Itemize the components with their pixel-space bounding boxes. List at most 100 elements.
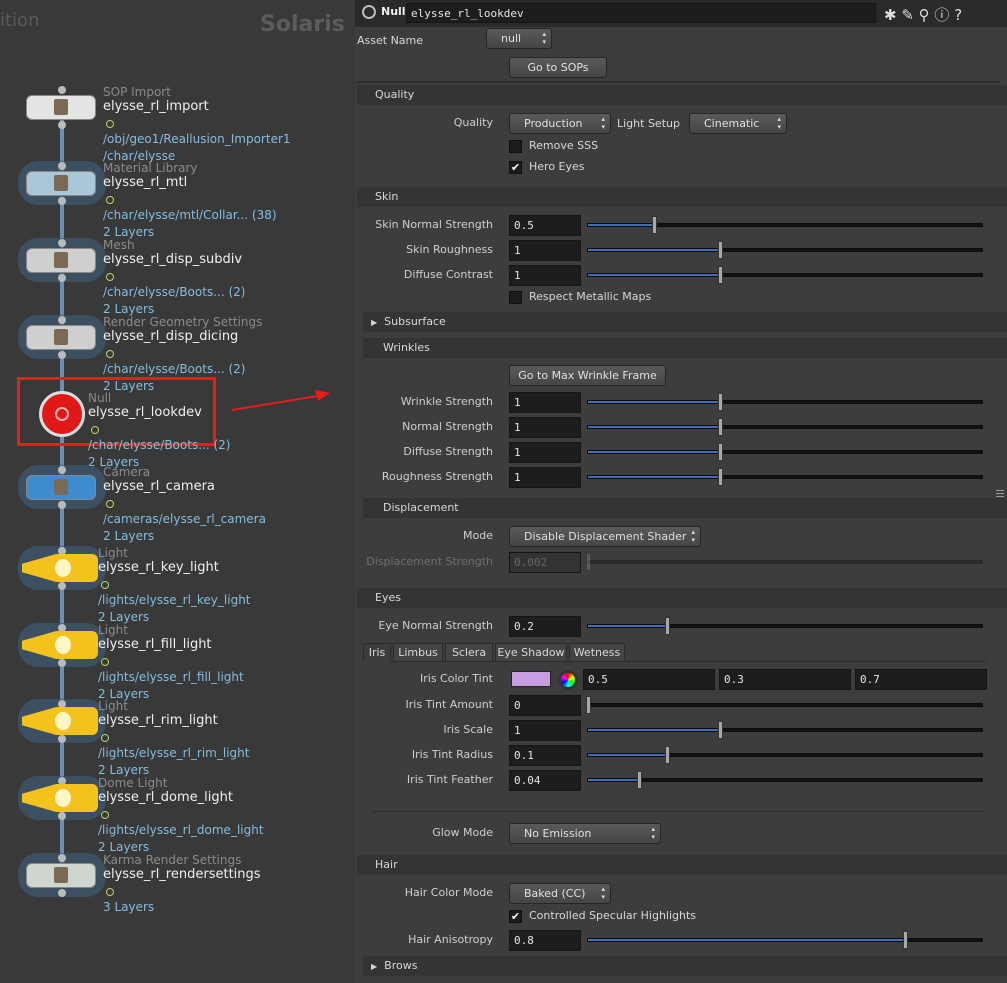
value-field[interactable]: 1: [509, 442, 581, 463]
slider-handle[interactable]: [717, 418, 723, 436]
slider-handle[interactable]: [717, 721, 723, 739]
slider-fill: [588, 249, 720, 251]
tab-underline: [391, 661, 986, 662]
value-field[interactable]: 0.8: [509, 930, 581, 951]
button[interactable]: Go to Max Wrinkle Frame: [509, 365, 666, 386]
node-name[interactable]: elysse_rl_disp_subdiv: [103, 252, 243, 267]
value-field[interactable]: 0.5: [509, 215, 581, 236]
slider-handle[interactable]: [717, 468, 723, 486]
section-header[interactable]: Subsurface: [363, 312, 1007, 332]
slider-track[interactable]: [587, 273, 983, 277]
value-field[interactable]: 1: [509, 240, 581, 261]
color-swatch[interactable]: [511, 671, 551, 687]
button[interactable]: Go to SOPs: [509, 57, 607, 78]
node-name[interactable]: elysse_rl_rendersettings: [103, 867, 261, 882]
node-name[interactable]: elysse_rl_rim_light: [98, 713, 218, 728]
menu[interactable]: null: [486, 28, 552, 49]
node-name-field[interactable]: elysse_rl_lookdev: [406, 3, 876, 23]
section-header[interactable]: Brows: [363, 956, 1007, 976]
connector-dot: [58, 274, 66, 282]
checkbox[interactable]: ✔: [509, 910, 522, 923]
value-field[interactable]: 0.5: [583, 669, 715, 690]
value-field[interactable]: 1: [509, 720, 581, 741]
slider-handle[interactable]: [717, 241, 723, 259]
param-label: Quality: [453, 116, 493, 129]
arrow-line: [231, 395, 319, 411]
checkbox[interactable]: ✔: [509, 161, 522, 174]
slider-handle[interactable]: [717, 443, 723, 461]
connector-dot: [58, 162, 66, 170]
slider-track[interactable]: [587, 400, 983, 404]
node-info: 2 Layers: [103, 379, 155, 393]
slider-handle[interactable]: [665, 617, 671, 635]
slider-handle[interactable]: [652, 216, 658, 234]
slider-fill: [588, 274, 720, 276]
slider-track[interactable]: [587, 425, 983, 429]
node-name[interactable]: elysse_rl_import: [103, 99, 209, 114]
tab[interactable]: Eye Shadow: [495, 643, 567, 662]
arrow-head: [315, 390, 330, 401]
slider-track[interactable]: [587, 223, 983, 227]
slider-track[interactable]: [587, 450, 983, 454]
value-field[interactable]: 1: [509, 417, 581, 438]
slider-handle[interactable]: [586, 696, 591, 714]
value-field[interactable]: 0.3: [719, 669, 851, 690]
value-field[interactable]: 1: [509, 467, 581, 488]
slider-track[interactable]: [587, 778, 983, 782]
tab[interactable]: Wetness: [569, 643, 625, 662]
node-name[interactable]: elysse_rl_camera: [103, 479, 215, 494]
slider-handle[interactable]: [717, 266, 723, 284]
node-info: 2 Layers: [103, 225, 155, 239]
tab[interactable]: Sclera: [445, 643, 493, 662]
node-name[interactable]: elysse_rl_key_light: [98, 560, 219, 575]
slider-fill: [588, 939, 905, 941]
slider-track[interactable]: [587, 753, 983, 757]
gear-icon[interactable]: [362, 5, 376, 19]
slider-handle: [586, 553, 591, 571]
param-label: Wrinkle Strength: [400, 395, 493, 408]
value-field[interactable]: 0.2: [509, 616, 581, 637]
node-name[interactable]: elysse_rl_disp_dicing: [103, 329, 239, 344]
slider-track[interactable]: [587, 248, 983, 252]
checkbox-label: Hero Eyes: [529, 160, 585, 173]
color-wheel[interactable]: [558, 670, 578, 690]
node-name[interactable]: elysse_rl_mtl: [103, 175, 188, 190]
tab[interactable]: Limbus: [393, 643, 443, 662]
node-info: 2 Layers: [98, 610, 150, 624]
section-header: Displacement: [363, 498, 1007, 518]
slider-track[interactable]: [587, 728, 983, 732]
checkbox-label: Controlled Specular Highlights: [529, 909, 697, 922]
tab[interactable]: Iris: [363, 643, 391, 662]
value-field[interactable]: 1: [509, 265, 581, 286]
value-field[interactable]: 1: [509, 392, 581, 413]
node-type: Null: [381, 5, 406, 18]
node-flag: [106, 120, 114, 128]
menu[interactable]: Baked (CC): [509, 883, 611, 904]
node-flag: [101, 658, 109, 666]
slider-handle[interactable]: [665, 746, 671, 764]
node-name[interactable]: elysse_rl_fill_light: [98, 637, 212, 652]
menu[interactable]: Disable Displacement Shader: [509, 526, 701, 547]
value-field[interactable]: 0: [509, 695, 581, 716]
value-field[interactable]: 0.1: [509, 745, 581, 766]
slider-handle[interactable]: [637, 771, 643, 789]
param-label: Iris Scale: [443, 723, 493, 736]
param-label: Iris Tint Amount: [405, 698, 494, 711]
slider-handle[interactable]: [717, 393, 723, 411]
checkbox[interactable]: [509, 140, 522, 153]
value-field[interactable]: 0.04: [509, 770, 581, 791]
menu[interactable]: Production: [509, 113, 611, 134]
slider-track[interactable]: [587, 475, 983, 479]
node-info: 2 Layers: [103, 529, 155, 543]
section-header: Skin: [357, 187, 1007, 207]
node-info: /lights/elysse_rl_dome_light: [98, 823, 264, 837]
node-name[interactable]: elysse_rl_lookdev: [88, 405, 202, 420]
value-field[interactable]: 0.7: [855, 669, 987, 690]
checkbox[interactable]: [509, 291, 522, 304]
slider-handle[interactable]: [902, 931, 908, 949]
node-name[interactable]: elysse_rl_dome_light: [98, 790, 233, 805]
menu[interactable]: Cinematic: [689, 113, 787, 134]
slider-track[interactable]: [587, 624, 983, 628]
toolbar-icons[interactable]: ✱ ✎ ⚲ ⓘ ?: [884, 6, 963, 24]
menu[interactable]: No Emission: [509, 823, 661, 844]
